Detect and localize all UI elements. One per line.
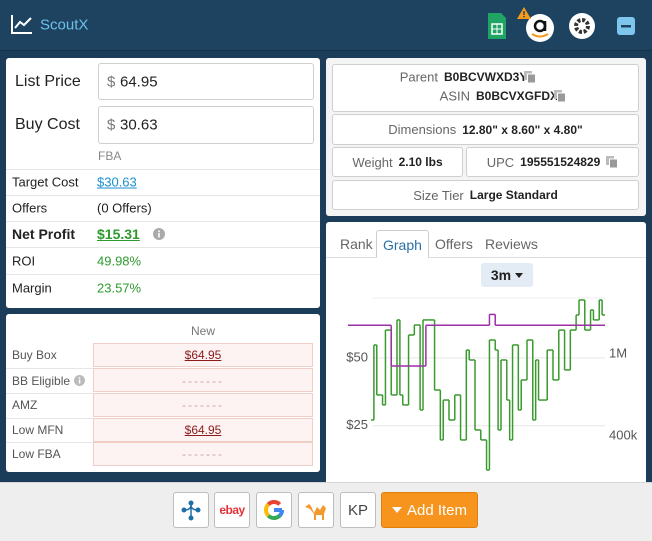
ebay-button[interactable]: ebay: [214, 492, 250, 528]
currency: $: [107, 73, 116, 91]
weight-box: Weight 2.10 lbs: [332, 147, 463, 177]
asin-value: B0BCVXGFDX: [476, 89, 559, 103]
logo-icon: [11, 15, 32, 34]
row-label: Low MFN: [12, 423, 64, 437]
row-separator: [6, 169, 320, 170]
row-separator: [6, 442, 93, 443]
row-label: Offers: [12, 200, 48, 216]
buy-cost-value[interactable]: 30.63: [120, 116, 158, 134]
tab[interactable]: Offers: [435, 236, 473, 252]
target-cost-link[interactable]: $30.63: [97, 174, 137, 190]
row-separator: [6, 274, 320, 275]
copy-icon[interactable]: [606, 156, 619, 168]
weight-label: Weight: [352, 154, 393, 170]
dimensions-value: 12.80" x 8.60" x 4.80": [462, 122, 583, 137]
dimensions-box: Dimensions 12.80" x 8.60" x 4.80": [332, 114, 639, 145]
tab[interactable]: Graph: [376, 230, 429, 258]
upc-box: UPC 195551524829: [466, 147, 639, 177]
google-button[interactable]: [256, 492, 292, 528]
info-icon[interactable]: [74, 375, 85, 386]
tab[interactable]: Reviews: [485, 236, 538, 252]
caret: [391, 507, 402, 513]
offer-value[interactable]: $64.95: [184, 348, 222, 362]
offer-value: -------: [182, 447, 224, 461]
offer-cell: [93, 442, 313, 466]
size-tier-value: Large Standard: [469, 188, 558, 202]
currency: $: [107, 116, 116, 134]
list-price-input[interactable]: [98, 63, 314, 100]
column-header: New: [190, 324, 216, 338]
row-separator: [6, 418, 93, 419]
parent-value: B0BCVWXD3Y: [444, 70, 528, 84]
row-label: ROI: [12, 253, 36, 269]
dimensions-label: Dimensions: [388, 122, 457, 137]
app-title: ScoutX: [40, 16, 89, 34]
offer-cell: [93, 418, 313, 442]
row-separator: [6, 221, 320, 222]
list-price-label: List Price: [15, 73, 81, 90]
offer-cell: [93, 343, 313, 367]
offer-value: -------: [182, 398, 224, 412]
upc-label: UPC: [486, 154, 515, 170]
row-label: Low FBA: [12, 447, 61, 461]
column-header: FBA: [98, 149, 122, 163]
row-value: (0 Offers): [97, 200, 152, 216]
list-price-value[interactable]: 64.95: [120, 73, 158, 91]
parent-label: Parent: [399, 69, 438, 85]
buy-cost-input[interactable]: [98, 106, 314, 144]
sheets-icon[interactable]: [486, 11, 508, 41]
row-separator: [6, 195, 320, 196]
offer-cell: [93, 368, 313, 392]
add-item-label: Add Item: [406, 501, 468, 519]
row-label: AMZ: [12, 398, 38, 412]
offer-value[interactable]: $64.95: [184, 423, 222, 437]
row-label: Buy Box: [12, 348, 57, 362]
info-icon[interactable]: [153, 228, 165, 240]
settings-icon[interactable]: [568, 12, 596, 40]
offer-cell: [93, 393, 313, 417]
row-label: Margin: [12, 280, 52, 296]
asin-label: ASIN: [439, 88, 470, 104]
upc-value: 195551524829: [520, 155, 601, 169]
amazon-icon[interactable]: [516, 6, 558, 44]
minimize-button[interactable]: [617, 17, 635, 35]
row-label: Target Cost: [12, 174, 79, 190]
tab[interactable]: Rank: [340, 236, 373, 252]
parent-asin-box: [332, 64, 639, 112]
network-icon: [181, 500, 201, 521]
y2-tick-label: 400k: [609, 428, 638, 443]
weight-value: 2.10 lbs: [398, 155, 443, 169]
copy-icon[interactable]: [524, 71, 536, 83]
net-profit-value[interactable]: $15.31: [97, 226, 140, 242]
camel-button[interactable]: [298, 492, 334, 528]
range-dropdown[interactable]: 3m: [481, 263, 533, 287]
tab-underline: [326, 257, 646, 258]
row-label: Net Profit: [12, 226, 75, 242]
row-separator: [6, 393, 93, 394]
size-tier-box: Size Tier Large Standard: [332, 180, 639, 210]
kp-button[interactable]: KP: [340, 492, 376, 528]
size-tier-label: Size Tier: [413, 187, 464, 203]
caret: [515, 272, 524, 278]
row-label: BB Eligible: [12, 374, 71, 388]
add-item-button[interactable]: Add Item: [381, 492, 478, 528]
buy-cost-label: Buy Cost: [15, 116, 80, 133]
camel-icon: [305, 504, 326, 520]
row-value: 49.98%: [97, 253, 142, 269]
y2-tick-label: 1M: [609, 346, 627, 361]
google-icon: [264, 500, 284, 520]
price-rank-chart: $25 $50 400k 1M: [346, 297, 638, 471]
row-separator: [6, 247, 320, 248]
range-value: 3m: [490, 267, 512, 283]
row-value: 23.57%: [97, 280, 142, 296]
offer-value: -------: [182, 374, 224, 388]
y-tick-label: $50: [346, 349, 368, 364]
y-tick-label: $25: [346, 417, 368, 432]
row-separator: [6, 368, 93, 369]
network-button[interactable]: [173, 492, 209, 528]
copy-icon[interactable]: [554, 90, 566, 102]
